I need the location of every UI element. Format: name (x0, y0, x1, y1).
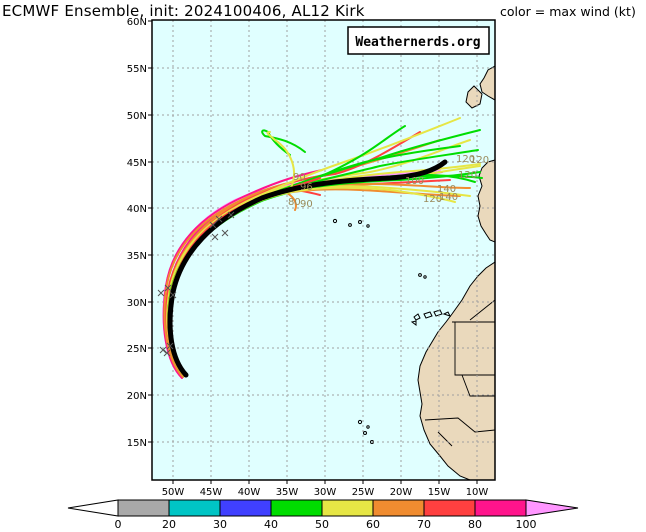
watermark-box (347, 26, 490, 55)
colorbar-segment-30-40 (219, 499, 272, 517)
lon-label-10w: 10W (466, 487, 489, 498)
axis-ticks (148, 20, 478, 484)
track-label-4: 140 (437, 184, 456, 195)
track-wind-labels: 120 120 120 140 140 120 100 90 96 80 90 (288, 154, 489, 210)
colorbar-tick-100: 100 (516, 518, 537, 531)
track-label-5: 140 (439, 192, 458, 203)
lon-label-40w: 40W (238, 487, 261, 498)
lon-label-25w: 25W (352, 487, 375, 498)
colorbar (67, 499, 579, 517)
colorbar-segment-0-20 (117, 499, 170, 517)
position-markers (157, 211, 235, 357)
colorbar-left-arrow (67, 499, 119, 517)
longitude-labels: 50W 45W 40W 35W 30W 25W 20W 15W 10W (162, 487, 489, 498)
lat-label-25n: 25N (127, 344, 147, 355)
lon-label-30w: 30W (314, 487, 337, 498)
colorbar-segment-70-80 (423, 499, 476, 517)
colorbar-segment-80-100 (474, 499, 527, 517)
colorbar-right-arrow (525, 499, 579, 517)
track-label-7: 100 (405, 176, 424, 187)
lat-label-40n: 40N (127, 204, 147, 215)
plot-frame (151, 19, 496, 481)
lon-label-45w: 45W (200, 487, 223, 498)
watermark-text: Weathernerds.org (355, 35, 480, 50)
track-label-9: 96 (300, 182, 313, 193)
lat-label-45n: 45N (127, 158, 147, 169)
lat-label-30n: 30N (127, 298, 147, 309)
lon-label-50w: 50W (162, 487, 185, 498)
colorbar-tick-50: 50 (315, 518, 329, 531)
colorbar-tick-0: 0 (115, 518, 122, 531)
iberia-landmass (477, 159, 495, 243)
lon-label-15w: 15W (428, 487, 451, 498)
africa-landmass (417, 261, 495, 480)
country-borders (424, 299, 495, 447)
ensemble-mean-track (167, 159, 448, 378)
colorbar-segment-40-50 (270, 499, 323, 517)
lat-label-60n: 60N (127, 17, 147, 28)
chart-title: ECMWF Ensemble, init: 2024100406, AL12 K… (2, 2, 365, 20)
track-label-2: 120 (470, 155, 489, 166)
uk-landmass (479, 65, 495, 101)
atlantic-islands (332, 218, 451, 444)
track-label-8: 90 (293, 172, 306, 183)
lat-label-15n: 15N (127, 438, 147, 449)
lat-label-50n: 50N (127, 111, 147, 122)
colorbar-tick-20: 20 (162, 518, 176, 531)
map-grid (152, 20, 495, 480)
track-label-6: 120 (423, 194, 442, 205)
latitude-labels: 60N 55N 50N 45N 40N 35N 30N 25N 20N 15N (127, 17, 147, 449)
colorbar-tick-labels: 0 20 30 40 50 60 70 80 100 (115, 518, 537, 531)
lat-label-55n: 55N (127, 64, 147, 75)
lon-label-35w: 35W (276, 487, 299, 498)
colorbar-segment-50-60 (321, 499, 374, 517)
colorbar-tick-30: 30 (213, 518, 227, 531)
colorbar-tick-80: 80 (468, 518, 482, 531)
lat-label-20n: 20N (127, 391, 147, 402)
lon-label-20w: 20W (390, 487, 413, 498)
ireland-landmass (465, 85, 483, 109)
colorbar-segment-20-30 (168, 499, 221, 517)
track-label-3: 120 (458, 170, 477, 181)
colorbar-tick-60: 60 (366, 518, 380, 531)
track-label-1: 120 (456, 154, 475, 165)
colorbar-tick-40: 40 (264, 518, 278, 531)
colorbar-segment-60-70 (372, 499, 425, 517)
colorbar-tick-70: 70 (417, 518, 431, 531)
track-label-11: 90 (300, 199, 313, 210)
track-label-10: 80 (288, 197, 301, 208)
color-legend-caption: color = max wind (kt) (500, 4, 636, 19)
lat-label-35n: 35N (127, 251, 147, 262)
